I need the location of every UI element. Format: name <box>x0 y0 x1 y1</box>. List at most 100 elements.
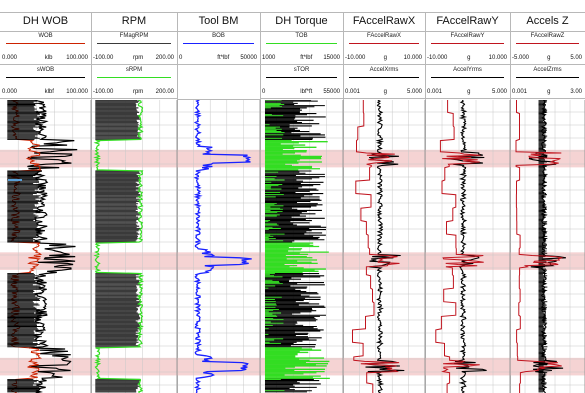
curve-scale: 0.000 klbf 100.000 <box>0 87 91 97</box>
track-title: DH WOB <box>22 15 69 27</box>
curve-divider <box>343 98 425 99</box>
curve-name: AccelYrms <box>453 67 482 73</box>
accel-rms-curve <box>528 100 566 393</box>
scale-max: 5.000 <box>491 89 507 95</box>
curve-color-line <box>516 77 579 78</box>
title-divider <box>177 31 260 32</box>
scale-min: 0.000 <box>2 55 18 61</box>
track-title: DH Torque <box>275 15 328 27</box>
curve-color-line <box>266 43 337 44</box>
curve-divider <box>343 64 425 65</box>
curve-scale: 0.000 klb 100.000 <box>0 53 91 63</box>
curve-color-line <box>97 43 171 44</box>
title-divider <box>260 31 343 32</box>
track-title: Accels Z <box>526 15 569 27</box>
curve-scale: 0 lbf*ft 55000 <box>260 87 343 97</box>
curve-color-line <box>6 77 85 78</box>
curve-divider <box>260 98 343 99</box>
curve-scale: 1000 ft*lbf 15000 <box>260 53 343 63</box>
scale-unit: g <box>467 55 471 61</box>
curve-divider <box>260 64 343 65</box>
curve-name: sRPM <box>125 67 143 73</box>
curve-name: AccelZrms <box>533 67 562 73</box>
title-divider <box>425 31 510 32</box>
curve-name: FAccelRawZ <box>530 33 565 39</box>
title-divider <box>343 31 425 32</box>
scale-max: 55000 <box>323 89 340 95</box>
scale-min: 0 <box>262 89 266 95</box>
track-faccelrawx: FAccelRawX FAccelRawX -10.000 g 10.000 AccelX… <box>343 0 425 393</box>
scale-unit: klb <box>44 55 53 61</box>
curve-color-line <box>349 43 419 44</box>
curve-color-line <box>431 43 504 44</box>
scale-unit: lbf*ft <box>300 89 313 95</box>
curve-divider <box>0 98 91 99</box>
curve-color-line <box>516 43 579 44</box>
scale-min: 1000 <box>262 55 276 61</box>
curve-name: WOB <box>38 33 53 39</box>
scale-min: -100.00 <box>93 55 114 61</box>
curve-color-line <box>6 43 85 44</box>
curve-divider <box>177 99 260 100</box>
curve-divider <box>91 98 177 99</box>
curve-scale: 0 ft*lbf 50000 <box>177 53 260 63</box>
scale-min: 0.000 <box>2 89 18 95</box>
title-divider <box>91 31 177 32</box>
curve-name: FAccelRawY <box>450 33 485 39</box>
curve-divider <box>425 64 510 65</box>
scale-unit: g <box>383 89 388 95</box>
scale-max: 200.00 <box>155 89 174 95</box>
curve-scale: -10.000 g 10.000 <box>425 53 510 63</box>
curve-divider <box>510 98 585 99</box>
accel-raw-curve <box>352 100 400 393</box>
curve-name: FMagRPM <box>119 33 149 39</box>
scale-min: -10.000 <box>427 55 448 61</box>
scale-min: 0.001 <box>345 89 361 95</box>
scale-unit: g <box>547 55 551 61</box>
scale-max: 5.00 <box>570 55 582 61</box>
curve-name: FAccelRawX <box>366 33 401 39</box>
rpm-sRPM-curve <box>93 100 145 393</box>
track-faccelrawy: FAccelRawY FAccelRawY -10.000 g 10.000 AccelY… <box>425 0 510 393</box>
toolbm-BOB-curve <box>193 100 252 393</box>
scale-max: 15000 <box>323 55 340 61</box>
scale-max: 10.000 <box>403 55 422 61</box>
scale-min: 0 <box>179 55 183 61</box>
title-divider <box>510 31 585 32</box>
curve-name: TOB <box>295 33 308 39</box>
wob-sWOB-curve <box>27 100 78 393</box>
scale-unit: rpm <box>132 89 144 95</box>
curve-divider <box>91 64 177 65</box>
curve-divider <box>0 64 91 65</box>
accel-rms-curve <box>364 100 405 393</box>
accel-raw-curve <box>515 100 564 393</box>
scale-max: 5.000 <box>406 89 422 95</box>
track-dh-torque: DH Torque TOB 1000 ft*lbf 15000 sTOR 0 lbf*ft 55… <box>260 0 343 393</box>
scale-unit: ft*lbf <box>217 55 230 61</box>
scale-max: 100.000 <box>66 55 88 61</box>
curve-scale: -100.00 rpm 200.00 <box>91 87 177 97</box>
header-top-line <box>0 12 585 13</box>
curve-color-line <box>431 77 504 78</box>
scale-unit: g <box>467 89 471 95</box>
curve-color-line <box>266 77 337 78</box>
track-title: RPM <box>121 15 147 27</box>
curve-color-line <box>349 77 419 78</box>
scale-unit: rpm <box>132 55 144 61</box>
scale-unit: g <box>383 55 388 61</box>
accel-rms-curve <box>446 100 487 393</box>
curve-name: AccelXrms <box>369 67 399 73</box>
scale-min: 0.001 <box>427 89 443 95</box>
scale-min: -5.000 <box>512 55 530 61</box>
track-title: Tool BM <box>198 15 239 27</box>
curve-name: sWOB <box>36 67 55 73</box>
curve-divider <box>177 64 260 65</box>
track-rpm: RPM FMagRPM -100.00 rpm 200.00 sRPM -100.00 rpm… <box>91 0 177 393</box>
curve-color-line <box>183 43 254 44</box>
scale-max: 100.000 <box>66 89 88 95</box>
track-accels-z: Accels Z FAccelRawZ -5.000 g 5.00 AccelZrms 0.… <box>510 0 585 393</box>
scale-unit: ft*lbf <box>300 55 313 61</box>
scale-max: 10.000 <box>488 55 507 61</box>
curve-scale: -10.000 g 10.000 <box>343 53 425 63</box>
